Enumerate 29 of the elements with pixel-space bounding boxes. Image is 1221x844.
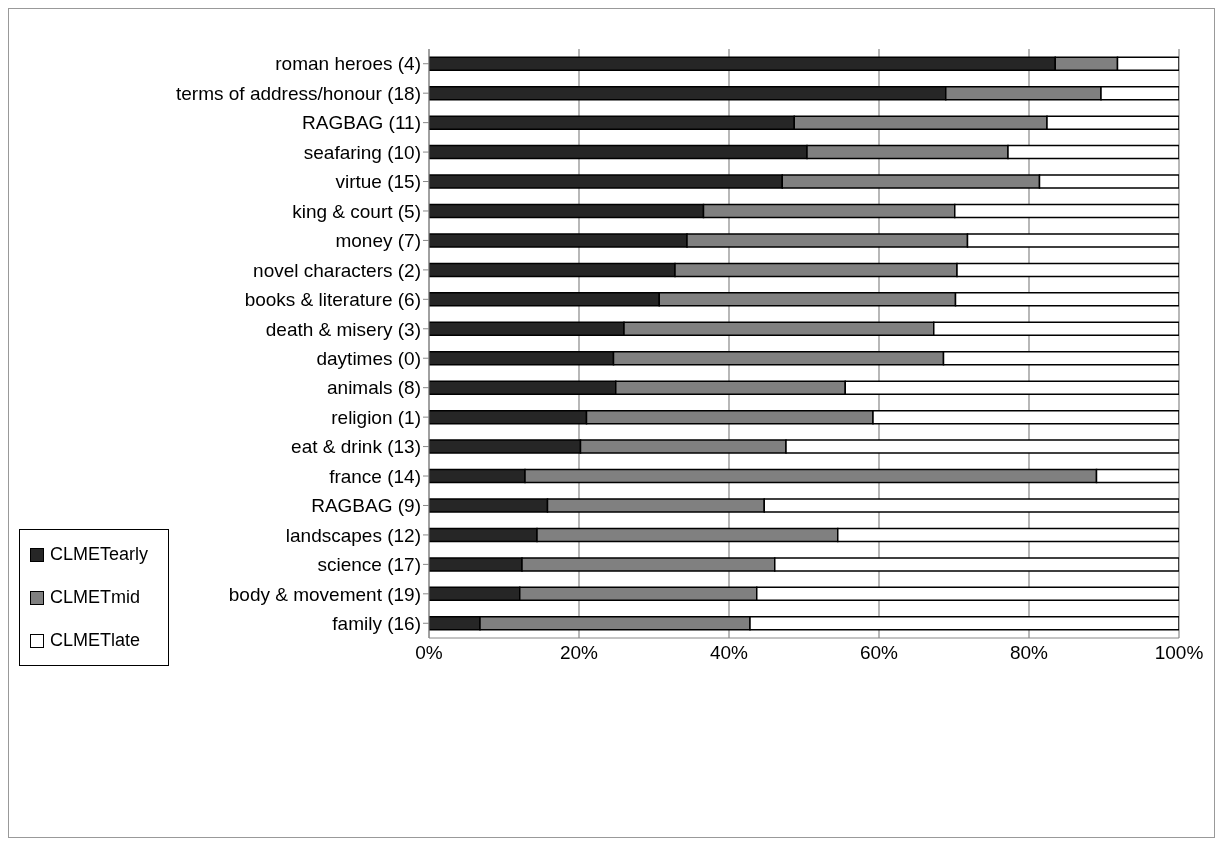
y-tick-label: eat & drink (13) [291, 436, 421, 458]
y-tick-label: family (16) [332, 613, 421, 635]
y-tick-label: roman heroes (4) [275, 53, 421, 75]
y-tick-label: king & court (5) [292, 200, 421, 222]
y-tick-label: RAGBAG (9) [311, 495, 421, 517]
y-tick-label: religion (1) [331, 406, 421, 428]
x-tick-label: 20% [559, 642, 599, 664]
y-tick-label: death & misery (3) [265, 318, 421, 340]
y-tick-label: money (7) [335, 230, 421, 252]
legend-label: CLMETearly [50, 544, 149, 565]
y-tick-label: books & literature (6) [244, 289, 421, 311]
y-tick-label: body & movement (19) [228, 583, 421, 605]
y-tick-label: virtue (15) [335, 171, 421, 193]
x-tick-label: 100% [1154, 642, 1204, 664]
y-tick-label: science (17) [317, 554, 421, 576]
x-tick-label: 80% [1009, 642, 1049, 664]
legend-label: CLMETlate [50, 630, 141, 651]
y-tick-label: novel characters (2) [253, 259, 421, 281]
legend-label: CLMETmid [50, 587, 141, 608]
y-tick-label: terms of address/honour (18) [175, 82, 421, 104]
y-tick-label: france (14) [329, 465, 421, 487]
y-tick-label: seafaring (10) [303, 141, 421, 163]
y-tick-label: RAGBAG (11) [302, 112, 421, 134]
y-tick-label: animals (8) [327, 377, 421, 399]
x-tick-label: 0% [415, 642, 443, 664]
y-tick-label: daytimes (0) [316, 347, 421, 369]
y-tick-label: landscapes (12) [285, 524, 421, 546]
x-tick-label: 40% [709, 642, 749, 664]
x-tick-label: 60% [859, 642, 899, 664]
